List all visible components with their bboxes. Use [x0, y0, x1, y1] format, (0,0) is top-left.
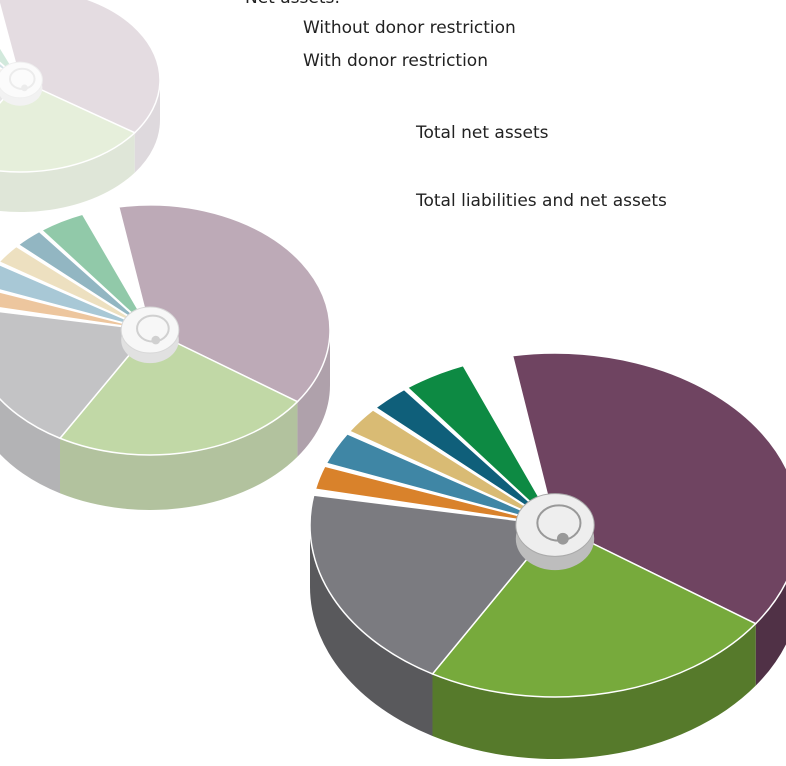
total: Total net assets — [416, 123, 549, 143]
heading: Net assets: — [245, 0, 340, 8]
logo — [516, 494, 594, 557]
line-item: Without donor restriction — [303, 18, 516, 38]
logo — [121, 307, 179, 353]
line-item: With donor restriction — [303, 51, 488, 71]
logo-dot — [151, 336, 160, 345]
logo-dot — [557, 533, 569, 545]
decorative-pies — [0, 0, 786, 766]
logo — [0, 62, 42, 98]
pie — [0, 0, 160, 212]
page: Net assets: Without donor restriction Wi… — [0, 0, 786, 766]
total: Total liabilities and net assets — [416, 191, 667, 211]
pie — [0, 205, 330, 510]
logo-dot — [21, 84, 28, 91]
pie — [310, 353, 786, 759]
